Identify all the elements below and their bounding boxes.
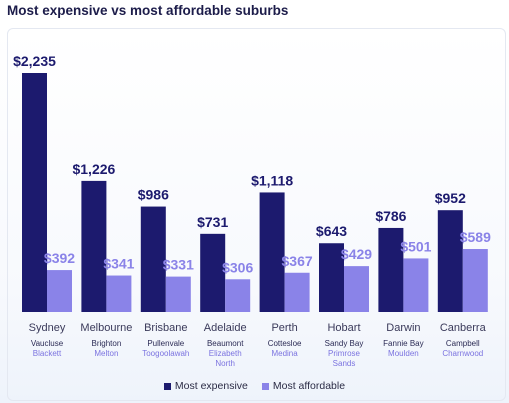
affordable-suburb-brisbane: Toogoolawah — [142, 349, 189, 358]
affordable-suburb-melbourne: Melton — [94, 349, 118, 358]
bar-affordable-brisbane — [165, 276, 191, 312]
category-label-adelaide: Adelaide — [204, 322, 247, 334]
data-label-expensive-melbourne: $1,226 — [72, 161, 115, 177]
category-label-perth: Perth — [271, 322, 297, 334]
bar-affordable-adelaide — [225, 279, 251, 312]
affordable-suburb-sydney: Blackett — [33, 349, 62, 358]
bar-expensive-canberra — [437, 210, 463, 312]
data-label-expensive-darwin: $786 — [375, 208, 406, 224]
bar-expensive-hobart — [319, 243, 344, 312]
legend-label-affordable: Most affordable — [272, 380, 346, 392]
expensive-suburb-hobart: Sandy Bay — [325, 339, 364, 348]
affordable-suburb-perth: Medina — [271, 349, 298, 358]
category-label-darwin: Darwin — [386, 322, 420, 334]
bar-expensive-melbourne — [81, 180, 107, 312]
category-label-sydney: Sydney — [29, 322, 66, 334]
affordable-suburb-adelaide: Elizabeth — [209, 349, 242, 358]
legend-item-affordable: Most affordable — [261, 380, 346, 392]
bar-affordable-darwin — [403, 258, 429, 312]
chart-title: Most expensive vs most affordable suburb… — [7, 3, 289, 18]
expensive-suburb-brisbane: Pullenvale — [147, 339, 184, 348]
category-label-hobart: Hobart — [327, 322, 360, 334]
legend-swatch-expensive — [163, 382, 171, 390]
expensive-suburb-darwin: Fannie Bay — [383, 339, 423, 348]
bar-expensive-sydney — [22, 73, 47, 312]
category-label-melbourne: Melbourne — [80, 322, 132, 334]
data-label-affordable-canberra: $589 — [460, 229, 491, 245]
category-label-brisbane: Brisbane — [144, 322, 187, 334]
affordable-suburb-hobart: Primrose — [328, 349, 361, 358]
bar-expensive-perth — [259, 192, 285, 312]
data-label-expensive-adelaide: $731 — [197, 214, 228, 230]
bar-affordable-canberra — [462, 249, 488, 312]
bar-expensive-brisbane — [140, 206, 166, 312]
bar-affordable-sydney — [47, 270, 72, 312]
data-label-expensive-sydney: $2,235 — [13, 53, 56, 69]
chart-frame — [7, 28, 506, 401]
data-label-expensive-hobart: $643 — [316, 223, 347, 239]
data-label-affordable-hobart: $429 — [341, 246, 372, 262]
expensive-suburb-melbourne: Brighton — [92, 339, 122, 348]
data-label-affordable-brisbane: $331 — [163, 257, 194, 273]
expensive-suburb-canberra: Campbell — [446, 339, 480, 348]
data-label-expensive-brisbane: $986 — [138, 187, 169, 203]
data-label-expensive-perth: $1,118 — [251, 172, 293, 188]
expensive-suburb-adelaide: Beaumont — [207, 339, 244, 348]
data-label-affordable-melbourne: $341 — [103, 256, 134, 272]
expensive-suburb-perth: Cottesloe — [268, 339, 302, 348]
bar-affordable-hobart — [344, 266, 369, 312]
affordable-suburb-darwin: Moulden — [388, 349, 419, 358]
bar-affordable-perth — [284, 272, 310, 312]
data-label-affordable-perth: $367 — [282, 253, 313, 269]
data-label-affordable-darwin: $501 — [400, 238, 431, 254]
affordable-suburb-hobart: Sands — [333, 359, 356, 368]
legend: Most expensive Most affordable — [0, 380, 509, 392]
bar-expensive-adelaide — [200, 233, 226, 312]
bar-expensive-darwin — [378, 227, 404, 312]
legend-swatch-affordable — [261, 382, 269, 390]
data-label-affordable-adelaide: $306 — [222, 259, 253, 275]
affordable-suburb-adelaide: North — [215, 359, 235, 368]
bar-affordable-melbourne — [106, 275, 132, 312]
legend-label-expensive: Most expensive — [174, 380, 248, 392]
category-label-canberra: Canberra — [440, 322, 487, 334]
data-label-affordable-sydney: $392 — [44, 250, 75, 266]
legend-item-expensive: Most expensive — [163, 380, 248, 392]
affordable-suburb-canberra: Charnwood — [442, 349, 483, 358]
expensive-suburb-sydney: Vaucluse — [31, 339, 64, 348]
data-label-expensive-canberra: $952 — [435, 190, 466, 206]
